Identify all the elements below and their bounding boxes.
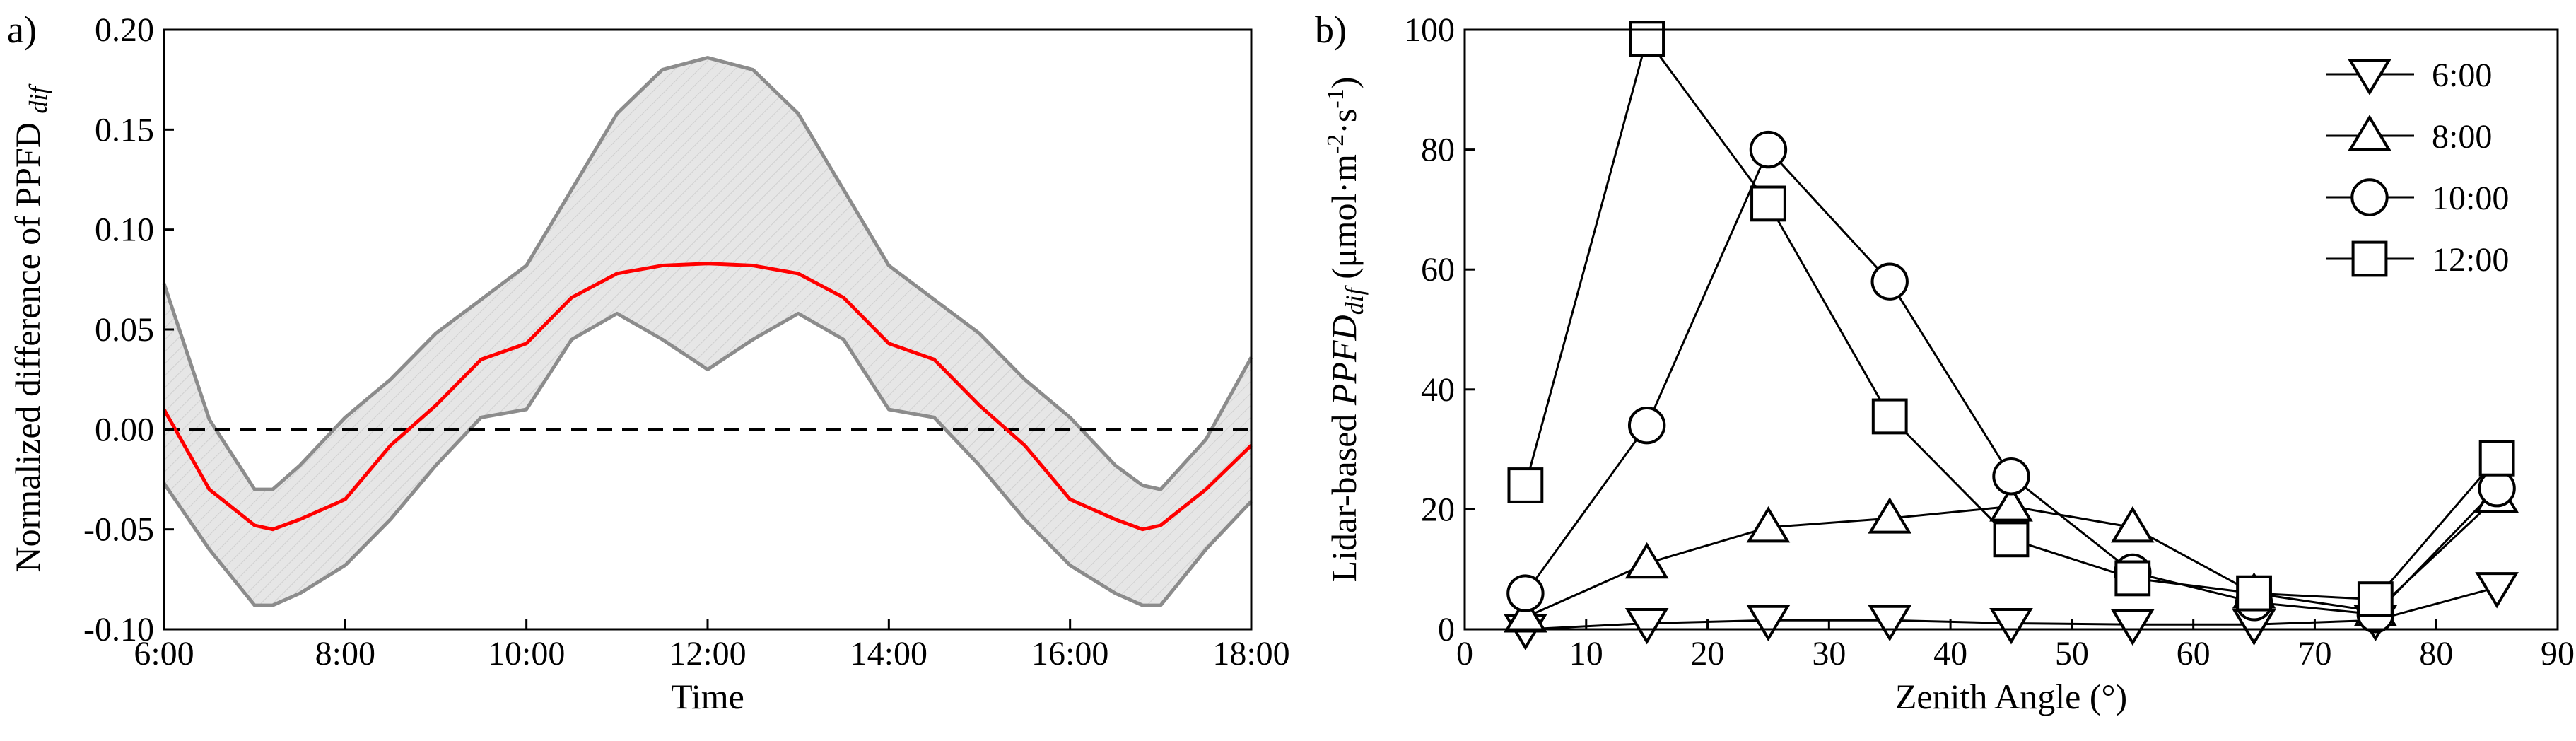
x-tick-label-a: 12:00 — [669, 635, 746, 672]
data-point — [1624, 542, 1669, 579]
x-tick-label-a: 8:00 — [315, 635, 375, 672]
panel-a: a) 6:00 8:00 10:00 12:00 14:00 16:00 18:00 -0.1… — [7, 8, 1290, 716]
legend-label: 8:00 — [2432, 118, 2492, 156]
data-point — [1506, 574, 1545, 612]
legend-item-1200: 12:00 — [2326, 240, 2509, 279]
y-tick-label-a: 0.00 — [95, 411, 154, 448]
y-tick-label-a: 0.20 — [95, 11, 154, 49]
legend-item-600: 6:00 — [2326, 57, 2492, 95]
x-tick-label-a: 18:00 — [1212, 635, 1289, 672]
y-tick-label-b: 100 — [1404, 11, 1455, 49]
y-axis-title-a-text: Normalized difference of PPFD — [8, 122, 47, 572]
data-point — [1750, 185, 1786, 222]
panel-a-label: a) — [7, 8, 37, 51]
y-tick-label-a: 0.10 — [95, 211, 154, 249]
legend-marker — [2351, 240, 2388, 277]
legend-marker — [2348, 115, 2391, 151]
x-tick-label-b: 0 — [1456, 635, 1473, 672]
y-tick-label-a: -0.05 — [83, 511, 154, 549]
data-point — [1746, 605, 1791, 642]
data-point — [1868, 605, 1912, 642]
data-point — [1993, 521, 2030, 558]
x-tick-label-a: 10:00 — [488, 635, 565, 672]
data-point — [1868, 497, 1912, 534]
x-tick-label-b: 80 — [2419, 635, 2453, 672]
series-lines-b — [1504, 21, 2519, 650]
data-point — [1507, 467, 1544, 503]
data-point — [1989, 608, 2033, 645]
y-tick-label-a: 0.05 — [95, 311, 154, 349]
data-point — [1992, 457, 2030, 496]
y-tick-label-a: -0.10 — [83, 611, 154, 648]
x-tick-label-b: 70 — [2297, 635, 2331, 672]
y-axis-title-b: Lidar-based PPFDdif (μmol·m-2·s-1) — [1323, 77, 1369, 583]
y-tick-label-b: 0 — [1438, 611, 1455, 648]
data-point — [1749, 130, 1788, 169]
data-point — [1627, 406, 1666, 445]
legend-label: 6:00 — [2432, 57, 2492, 94]
legend: 6:00 8:00 10:00 12:00 — [2326, 57, 2509, 279]
x-tick-label-b: 10 — [1569, 635, 1603, 672]
data-point — [2110, 609, 2155, 646]
x-tick-label-a: 16:00 — [1031, 635, 1108, 672]
lower-bound-line — [162, 311, 1253, 607]
legend-item-1000: 10:00 — [2326, 178, 2509, 217]
y-axis-title-b-prefix: Lidar-based — [1324, 405, 1364, 582]
y-axis-title-b-unit2: ·s — [1324, 109, 1364, 134]
y-axis-title-b-sup2: -1 — [1323, 88, 1349, 108]
y-axis-title-b-subscript: dif — [1340, 284, 1369, 315]
data-point — [2478, 440, 2515, 477]
y-axis-title-a-subscript: dif — [24, 83, 52, 114]
x-axis-title-a: Time — [671, 677, 744, 716]
y-axis-title-a: Normalized difference of PPFD dif — [8, 83, 52, 573]
confidence-band — [164, 57, 1251, 606]
y-axis-title-b-unit: (μmol·m — [1324, 154, 1364, 288]
panel-b: b) 0 10 20 30 40 50 60 70 80 90 0 20 40 60 80 100 Zenit… — [1315, 8, 2575, 716]
axis-ticks-a: 6:00 8:00 10:00 12:00 14:00 16:00 18:00 -0.10 -0… — [83, 11, 1290, 672]
x-tick-label-b: 30 — [1812, 635, 1846, 672]
series-1200 — [1507, 21, 2515, 618]
data-point — [2357, 581, 2394, 618]
y-tick-label-a: 0.15 — [95, 111, 154, 148]
data-point — [1989, 485, 2033, 522]
data-point — [2475, 572, 2519, 609]
panel-b-label: b) — [1315, 8, 1347, 51]
legend-marker — [2350, 178, 2389, 216]
mean-line — [162, 262, 1253, 532]
x-axis-title-b: Zenith Angle (°) — [1895, 677, 2127, 716]
x-tick-label-b: 60 — [2177, 635, 2211, 672]
legend-marker — [2348, 59, 2391, 95]
data-point — [1624, 608, 1669, 645]
data-point — [1870, 262, 1909, 301]
data-point — [2114, 560, 2151, 597]
axis-ticks-b: 0 10 20 30 40 50 60 70 80 90 0 20 40 60 80 100 — [1404, 11, 2575, 672]
x-tick-label-b: 90 — [2541, 635, 2575, 672]
series-lines — [162, 56, 1253, 607]
legend-label: 10:00 — [2432, 180, 2509, 217]
data-point — [1629, 21, 1665, 57]
x-tick-label-a: 14:00 — [850, 635, 927, 672]
data-point — [1504, 596, 1547, 633]
y-tick-label-b: 40 — [1421, 371, 1455, 409]
data-point — [2110, 506, 2155, 543]
y-tick-label-b: 80 — [1421, 132, 1455, 169]
data-point — [2236, 575, 2272, 612]
y-axis-title-b-unit3: ) — [1324, 77, 1364, 89]
band-fill — [164, 57, 1251, 606]
data-point — [1746, 506, 1791, 543]
data-point — [1871, 398, 1908, 435]
y-axis-title-b-italic: PPFD — [1324, 315, 1364, 406]
x-tick-label-b: 50 — [2055, 635, 2089, 672]
plot-area-b — [1463, 28, 2559, 631]
y-tick-label-b: 60 — [1421, 251, 1455, 288]
legend-label: 12:00 — [2432, 241, 2509, 279]
x-tick-label-a: 6:00 — [134, 635, 194, 672]
x-tick-label-b: 40 — [1933, 635, 1967, 672]
legend-item-800: 8:00 — [2326, 115, 2492, 156]
x-tick-label-b: 20 — [1691, 635, 1725, 672]
y-axis-title-b-sup1: -2 — [1323, 134, 1349, 154]
upper-bound-line — [162, 56, 1253, 491]
y-tick-label-b: 20 — [1421, 491, 1455, 528]
